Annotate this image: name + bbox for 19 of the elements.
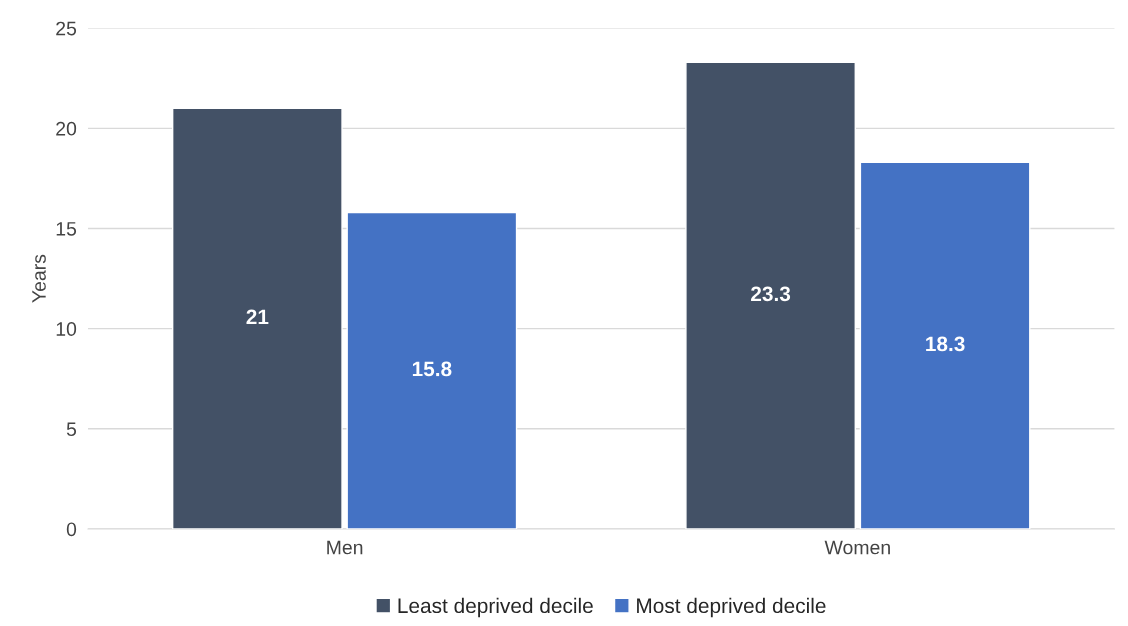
y-tick-label: 5	[66, 422, 77, 437]
y-tick-label: 15	[56, 222, 77, 236]
y-tick-label: 0	[66, 522, 77, 537]
x-tick-label: Men	[327, 540, 363, 555]
bar	[171, 107, 343, 529]
bar	[859, 161, 1031, 529]
data-label: 15.8	[412, 361, 452, 377]
legend-label: Least deprived decile	[398, 597, 593, 618]
data-label: 23.3	[751, 286, 791, 302]
bar	[685, 61, 856, 529]
y-tick-label: 20	[56, 121, 77, 136]
bar	[346, 211, 518, 529]
y-tick-label: 25	[56, 21, 77, 36]
data-label: 18.3	[926, 336, 965, 352]
y-tick-label: 10	[56, 322, 77, 336]
data-label: 21	[246, 309, 269, 325]
x-tick-label: Women	[824, 540, 890, 555]
y-axis-title: Years	[32, 254, 46, 303]
legend-label: Most deprived decile	[637, 597, 826, 618]
